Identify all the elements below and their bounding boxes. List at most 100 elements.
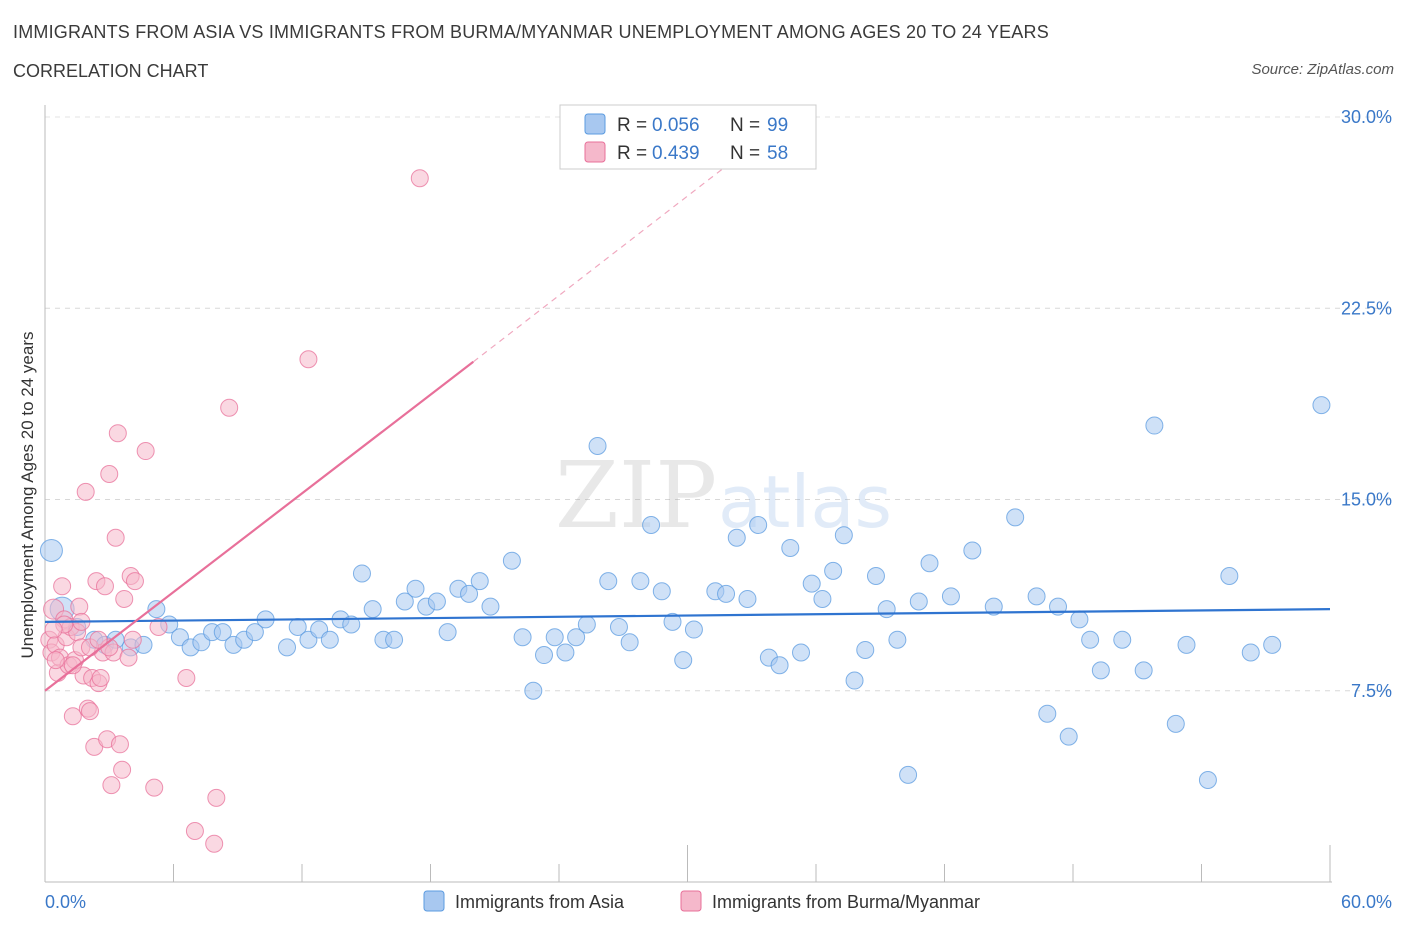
asia-data-point: [663, 612, 682, 631]
burma-data-point: [110, 735, 129, 754]
asia-data-point: [909, 592, 928, 611]
asia-data-point: [899, 765, 918, 784]
asia-data-point: [438, 623, 457, 642]
burma-data-point: [125, 572, 144, 591]
y-axis-title: Unemployment Among Ages 20 to 24 years: [18, 332, 37, 659]
asia-data-point: [385, 630, 404, 649]
asia-data-point: [1166, 714, 1185, 733]
watermark-zip: ZIP: [555, 442, 717, 549]
asia-data-point: [1006, 508, 1025, 527]
bottom-legend-swatch-asia: [423, 890, 445, 912]
legend-r-value-asia: 0.056: [652, 115, 700, 136]
burma-data-point: [46, 651, 65, 670]
burma-data-point: [119, 648, 138, 667]
burma-data-point: [53, 577, 72, 596]
burma-data-point: [106, 528, 125, 547]
burma-data-point: [410, 169, 429, 188]
burma-data-point: [113, 760, 132, 779]
asia-data-point: [877, 600, 896, 619]
asia-data-point: [577, 615, 596, 634]
asia-data-point: [39, 539, 63, 562]
asia-data-point: [342, 615, 361, 634]
burma-data-point: [100, 465, 119, 483]
legend-r-value-burma: 0.439: [652, 143, 700, 164]
asia-data-point: [652, 582, 671, 601]
asia-data-point: [727, 528, 746, 547]
legend-n-label-burma: N =: [730, 143, 760, 164]
asia-data-point: [481, 597, 500, 616]
asia-data-point: [813, 589, 832, 608]
burma-data-point: [108, 424, 127, 443]
legend-swatch-burma: [584, 141, 606, 163]
x-tick-label-max: 60.0%: [1341, 892, 1392, 912]
y-tick-label: 30.0%: [1341, 107, 1392, 127]
x-tick-label-min: 0.0%: [45, 892, 86, 912]
asia-data-point: [278, 638, 297, 657]
asia-data-point: [245, 623, 264, 642]
legend-n-label-asia: N =: [730, 115, 760, 136]
burma-data-point: [44, 620, 63, 639]
asia-data-point: [792, 643, 811, 662]
asia-data-point: [588, 436, 607, 455]
asia-data-point: [770, 656, 789, 675]
asia-data-point: [406, 579, 425, 598]
asia-data-point: [502, 551, 521, 570]
legend-swatch-asia: [584, 113, 606, 135]
asia-data-point: [674, 651, 693, 670]
asia-data-point: [213, 623, 232, 642]
asia-data-point: [1241, 643, 1260, 662]
asia-data-point: [781, 538, 800, 557]
x-axis-ticks: [44, 845, 1331, 882]
burma-data-point: [149, 618, 168, 636]
burma-data-point: [299, 350, 318, 369]
asia-data-point: [1081, 630, 1100, 649]
burma-data-point: [185, 822, 204, 840]
asia-trend-line: [44, 608, 1331, 623]
asia-data-point: [984, 597, 1003, 616]
asia-data-point: [1091, 661, 1110, 680]
legend-n-value-asia: 99: [767, 115, 788, 136]
asia-data-point: [1177, 635, 1196, 654]
chart-source: Source: ZipAtlas.com: [1251, 61, 1394, 78]
burma-data-point: [95, 577, 114, 596]
asia-data-point: [963, 541, 982, 560]
data-points: [39, 169, 1331, 853]
burma-trend-line-extension: [472, 129, 774, 363]
asia-data-point: [824, 561, 843, 580]
burma-data-point: [91, 669, 110, 687]
asia-data-point: [684, 620, 703, 639]
burma-data-point: [80, 702, 99, 721]
burma-data-point: [145, 778, 164, 797]
asia-data-point: [1070, 610, 1089, 629]
legend-n-value-burma: 58: [767, 143, 788, 164]
asia-data-point: [1312, 396, 1331, 415]
asia-data-point: [363, 600, 382, 619]
burma-data-point: [76, 482, 95, 501]
y-tick-label: 15.0%: [1341, 490, 1392, 510]
asia-data-point: [470, 572, 489, 591]
asia-data-point: [545, 628, 564, 647]
burma-data-point: [136, 442, 155, 461]
asia-data-point: [535, 646, 554, 665]
asia-data-point: [1145, 416, 1164, 435]
burma-data-point: [205, 834, 224, 853]
asia-data-point: [1263, 635, 1282, 654]
trend-lines: [44, 129, 1331, 692]
burma-trend-line: [44, 360, 475, 692]
watermark-atlas: atlas: [718, 460, 892, 544]
asia-data-point: [567, 628, 586, 647]
y-tick-label: 7.5%: [1351, 681, 1392, 701]
burma-data-point: [115, 589, 134, 608]
asia-data-point: [320, 630, 339, 649]
asia-data-point: [513, 628, 532, 647]
asia-data-point: [866, 567, 885, 585]
gridlines: [45, 116, 1392, 692]
legend-box: R = 0.056 N = 99 R = 0.439 N = 58: [559, 104, 817, 170]
burma-data-point: [177, 669, 196, 687]
asia-data-point: [749, 516, 768, 534]
bottom-legend-label-burma: Immigrants from Burma/Myanmar: [712, 892, 980, 912]
burma-data-point: [63, 656, 82, 675]
y-tick-labels: 7.5% 15.0% 22.5% 30.0%: [1341, 107, 1392, 701]
watermark: ZIP atlas: [555, 442, 892, 549]
asia-data-point: [738, 589, 757, 608]
